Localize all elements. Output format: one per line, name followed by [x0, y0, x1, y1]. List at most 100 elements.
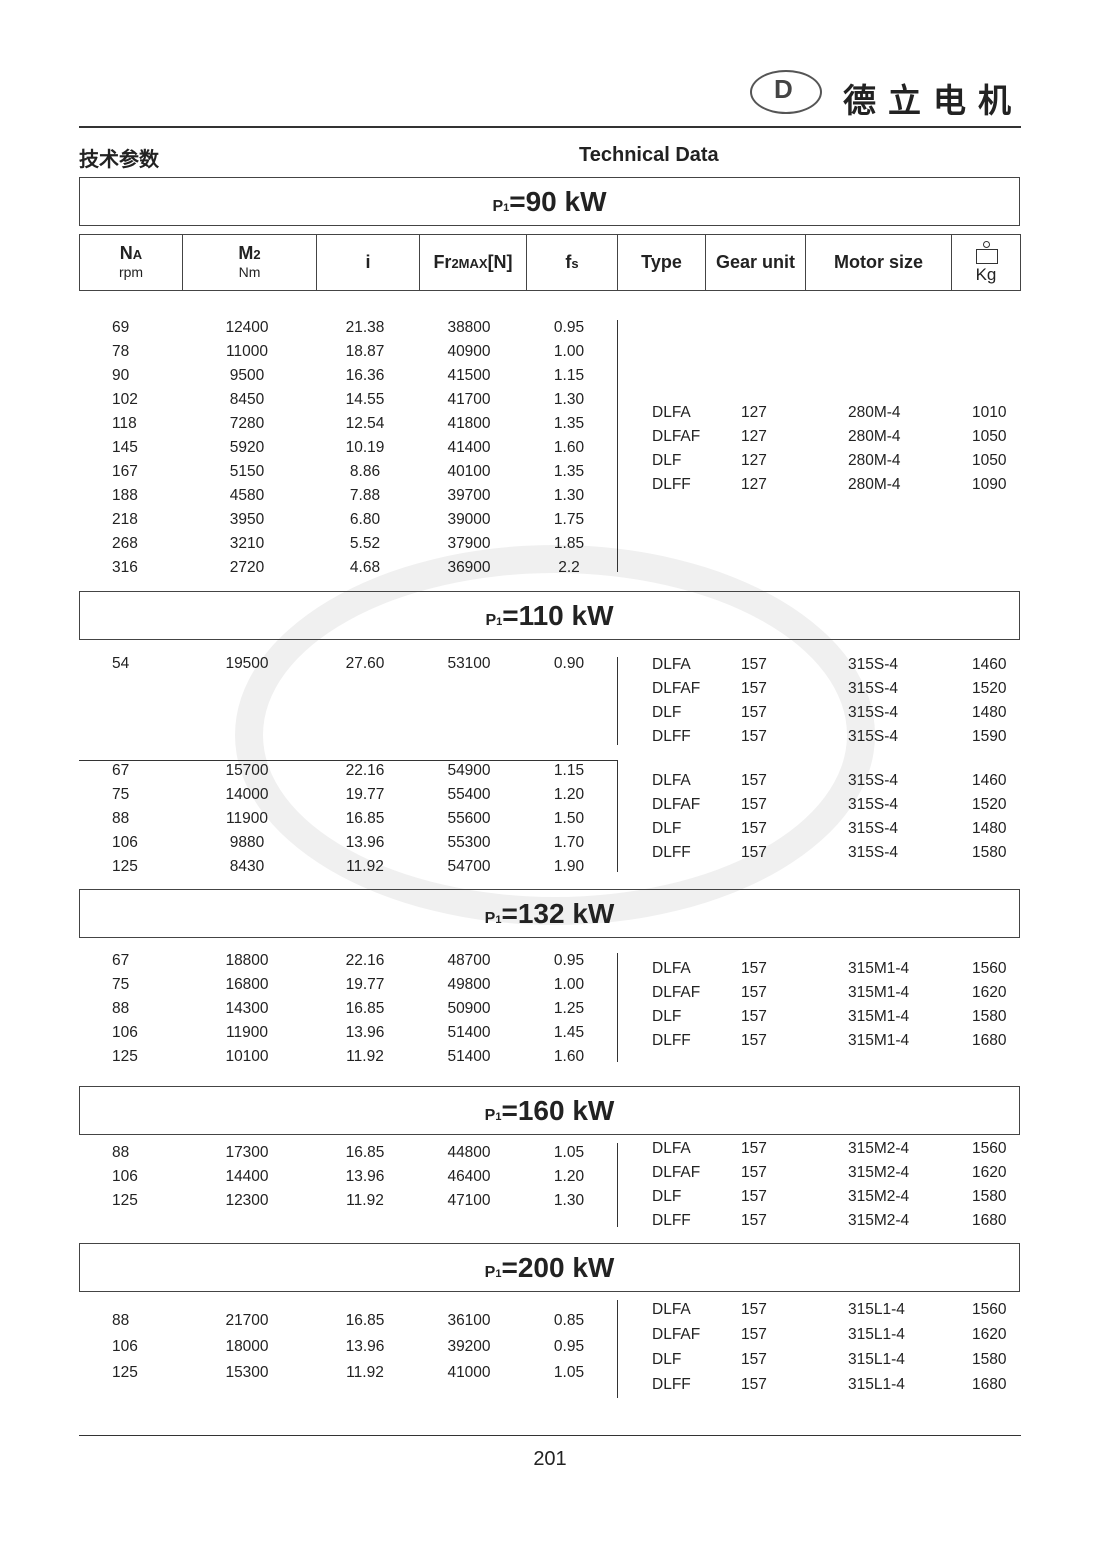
data-cell: 41400 [447, 439, 491, 456]
gear-label: Gear unit [715, 252, 795, 272]
data-cell: 1.15 [553, 762, 585, 779]
fs-sub: s [571, 256, 579, 271]
data-cell: 21.38 [345, 319, 385, 336]
motor-cell: 280M-4 [848, 428, 901, 445]
na-sub: A [132, 247, 143, 262]
data-cell: 51400 [447, 1024, 491, 1041]
motor-cell: 157 [741, 680, 767, 697]
data-cell: 39700 [447, 487, 491, 504]
motor-cell: DLFA [652, 656, 691, 673]
motor-cell: DLFF [652, 1032, 691, 1049]
motor-cell: 157 [741, 1212, 767, 1229]
data-cell: 75 [112, 786, 130, 803]
data-cell: 9500 [229, 367, 265, 384]
data-cell: 14.55 [345, 391, 385, 408]
power-box: P1=132 kW [79, 889, 1020, 938]
power-value: =132 kW [501, 898, 615, 929]
data-cell: 49800 [447, 976, 491, 993]
motor-cell: 1580 [972, 1008, 1007, 1025]
data-cell: 3950 [229, 511, 265, 528]
data-cell: 5.52 [349, 535, 381, 552]
data-cell: 15300 [225, 1364, 269, 1381]
data-cell: 11.92 [346, 858, 384, 875]
data-cell: 1.85 [553, 535, 585, 552]
power-box: P1=90 kW [79, 177, 1020, 226]
col-kg: Kg [952, 235, 1020, 290]
motor-cell: 157 [741, 728, 767, 745]
motor-cell: 127 [741, 452, 767, 469]
data-cell: 1.05 [553, 1144, 585, 1161]
data-cell: 12400 [225, 319, 269, 336]
m2-sub: 2 [253, 247, 261, 262]
data-cell: 8450 [229, 391, 265, 408]
motor-cell: 280M-4 [848, 404, 901, 421]
power-sub: 1 [495, 1111, 502, 1123]
data-cell: 1.30 [553, 391, 585, 408]
data-cell: 268 [112, 535, 138, 552]
power-sub: 1 [495, 914, 502, 926]
data-cell: 1.25 [553, 1000, 585, 1017]
motor-cell: 280M-4 [848, 452, 901, 469]
data-cell: 16.36 [345, 367, 385, 384]
power-box: P1=110 kW [79, 591, 1020, 640]
motor-cell: 315M1-4 [848, 960, 910, 977]
motor-cell: 315S-4 [848, 772, 898, 789]
power-title: P1=160 kW [80, 1095, 1019, 1127]
data-cell: 19.77 [345, 786, 385, 803]
data-cell: 19500 [225, 655, 269, 672]
motor-cell: DLF [652, 704, 682, 721]
fr-label: Fr [433, 252, 452, 272]
motor-cell: 315S-4 [848, 796, 898, 813]
data-cell: 53100 [447, 655, 491, 672]
data-cell: 22.16 [345, 952, 385, 969]
data-cell: 4.68 [349, 559, 381, 576]
col-motor: Motor size [806, 235, 952, 290]
motor-cell: 127 [741, 476, 767, 493]
motor-cell: 1680 [972, 1376, 1007, 1393]
power-sub: 1 [496, 616, 503, 628]
motor-cell: 315M2-4 [848, 1140, 910, 1157]
na-unit: rpm [118, 264, 144, 280]
motor-cell: DLF [652, 1008, 682, 1025]
data-cell: 1.30 [553, 487, 585, 504]
motor-cell: 1580 [972, 1188, 1007, 1205]
motor-cell: 280M-4 [848, 476, 901, 493]
data-cell: 16.85 [345, 810, 385, 827]
data-cell: 67 [112, 762, 130, 779]
data-cell: 13.96 [345, 1168, 385, 1185]
data-cell: 1.35 [553, 415, 585, 432]
data-cell: 106 [112, 1168, 138, 1185]
motor-cell: DLF [652, 1351, 682, 1368]
motor-cell: 157 [741, 820, 767, 837]
fr-unit: [N] [487, 252, 513, 272]
motor-cell: 315M2-4 [848, 1212, 910, 1229]
data-cell: 10100 [225, 1048, 269, 1065]
data-cell: 54700 [447, 858, 491, 875]
data-cell: 125 [112, 1364, 138, 1381]
motor-cell: 315S-4 [848, 704, 898, 721]
data-cell: 51400 [447, 1048, 491, 1065]
data-cell: 11000 [226, 343, 268, 360]
data-cell: 1.20 [553, 1168, 585, 1185]
motor-cell: 1090 [972, 476, 1007, 493]
motor-cell: 1580 [972, 1351, 1007, 1368]
motor-cell: 157 [741, 1164, 767, 1181]
data-cell: 18.87 [345, 343, 385, 360]
motor-cell: 1620 [972, 1164, 1007, 1181]
motor-cell: DLFA [652, 772, 691, 789]
data-cell: 75 [112, 976, 130, 993]
data-cell: 106 [112, 1338, 138, 1355]
data-cell: 27.60 [345, 655, 385, 672]
data-cell: 36900 [447, 559, 491, 576]
motor-cell: DLFAF [652, 428, 701, 445]
power-title: P1=110 kW [80, 600, 1019, 632]
col-m2: M2 Nm [183, 235, 317, 290]
data-cell: 1.00 [553, 343, 585, 360]
data-cell: 90 [112, 367, 130, 384]
motor-cell: DLFF [652, 1212, 691, 1229]
table-header: NA rpm M2 Nm i Fr2MAX[N] fs Type Gear unit… [79, 234, 1021, 291]
motor-cell: 157 [741, 984, 767, 1001]
motor-cell: 1010 [972, 404, 1007, 421]
motor-cell: DLFA [652, 404, 691, 421]
